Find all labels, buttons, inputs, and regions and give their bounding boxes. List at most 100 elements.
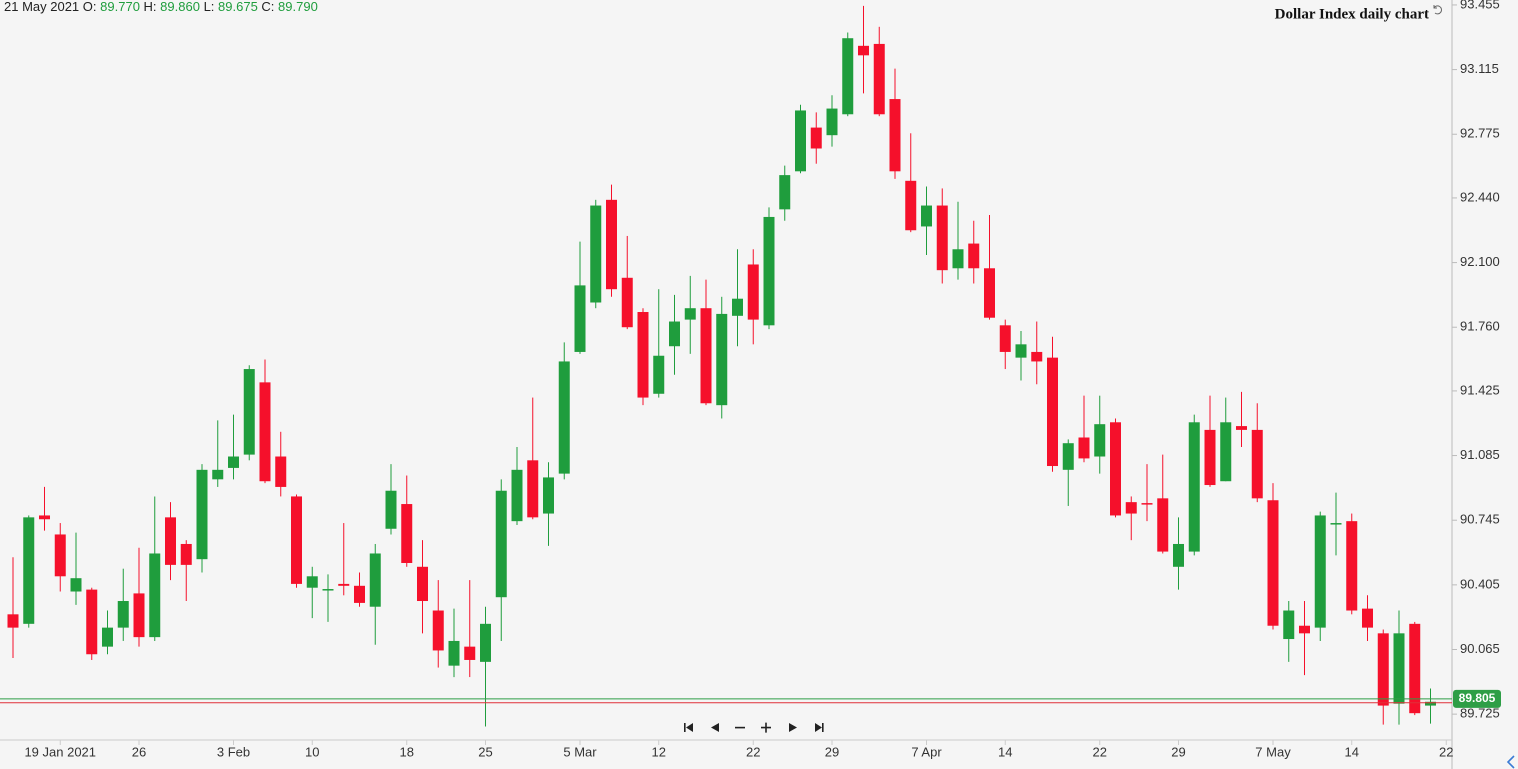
candle-body: [180, 543, 192, 565]
x-tick-label: 25: [478, 744, 492, 759]
header-field-label: C:: [261, 0, 274, 14]
price-label-box: [1453, 689, 1501, 708]
candle-body: [779, 175, 791, 210]
candle-body: [448, 640, 460, 666]
nav-next[interactable]: [789, 723, 797, 732]
candle-body: [196, 469, 208, 560]
candle-body: [1251, 429, 1263, 499]
y-tick-label: 93.115: [1460, 61, 1499, 76]
y-tick-label: 92.775: [1460, 126, 1500, 141]
candle-body: [527, 460, 539, 518]
candle-body: [243, 369, 255, 455]
candle-body: [1283, 610, 1295, 640]
candle-body: [716, 313, 728, 406]
header-field-value: 89.675: [218, 0, 258, 14]
candle-body: [338, 583, 350, 586]
x-tick-label: 22: [1439, 744, 1453, 759]
candle-body: [1141, 503, 1153, 505]
navigation: [684, 722, 824, 733]
candle-body: [354, 585, 365, 603]
candle-body: [70, 578, 82, 592]
candle-body: [1425, 701, 1436, 706]
candle-body: [511, 469, 523, 522]
candle-body: [1236, 426, 1247, 430]
candle-body: [1330, 523, 1342, 525]
candle-body: [1393, 633, 1405, 704]
candle-body: [1047, 357, 1058, 467]
x-tick-label: 18: [400, 744, 414, 759]
candle-body: [117, 601, 129, 628]
candle-body: [1220, 422, 1232, 482]
nav-first[interactable]: [684, 723, 693, 732]
nav-last[interactable]: [815, 723, 824, 732]
y-tick-label: 91.760: [1460, 319, 1500, 334]
ohlc-header: 21 May 2021 O: 89.770 H: 89.860 L: 89.67…: [4, 0, 318, 14]
candle-body: [275, 456, 287, 487]
candle-body: [700, 308, 712, 404]
nav-zoom-out[interactable]: [735, 726, 745, 729]
nav-zoom-in[interactable]: [761, 722, 771, 733]
candle-body: [7, 614, 19, 628]
x-tick-label: 26: [132, 744, 146, 759]
candle-body: [842, 38, 854, 115]
candle-body: [1110, 422, 1121, 516]
candle-body: [259, 382, 271, 482]
y-tick-label: 91.085: [1460, 447, 1500, 462]
candle-body: [590, 205, 602, 303]
candle-body: [905, 180, 917, 231]
candle-body: [574, 285, 586, 352]
x-tick-label: 12: [652, 744, 666, 759]
candle-body: [102, 627, 113, 647]
candle-body: [1157, 498, 1169, 552]
candle-body: [1267, 500, 1279, 626]
candle-body: [86, 589, 98, 655]
candle-body: [1409, 623, 1421, 714]
candle-body: [322, 589, 334, 591]
x-tick-label: 7 Apr: [911, 744, 942, 759]
scroll-arrow[interactable]: [1506, 755, 1515, 769]
candle-body: [23, 517, 35, 624]
y-tick-label: 90.405: [1460, 576, 1500, 591]
x-tick-label: 22: [1093, 744, 1107, 759]
candle-body: [1094, 424, 1106, 457]
candle-body: [1346, 521, 1358, 611]
candle-body: [732, 298, 743, 316]
candles: [7, 5, 1436, 727]
candle-body: [637, 312, 649, 398]
candle-body: [212, 469, 224, 480]
candle-body: [889, 99, 901, 172]
x-tick-label: 3 Feb: [217, 744, 250, 759]
x-tick-label: 22: [746, 744, 760, 759]
candle-body: [369, 553, 381, 607]
y-tick-label: 89.725: [1460, 706, 1500, 721]
candle-body: [432, 610, 444, 651]
candle-body: [795, 110, 806, 172]
candle-body: [1031, 351, 1043, 362]
x-tick-label: 29: [825, 744, 839, 759]
candle-body: [763, 216, 775, 326]
candle-body: [858, 45, 869, 56]
candle-body: [1204, 429, 1216, 486]
candle-body: [1015, 344, 1027, 358]
refresh-icon[interactable]: [1433, 5, 1442, 15]
candle-body: [1078, 437, 1090, 459]
x-tick-label: 10: [305, 744, 319, 759]
y-tick-label: 92.440: [1460, 189, 1500, 204]
chart-title: Dollar Index daily chart: [1275, 6, 1429, 22]
nav-prev[interactable]: [711, 723, 719, 732]
y-tick-label: 92.100: [1460, 254, 1500, 269]
candle-body: [558, 361, 570, 474]
candle-body: [936, 205, 948, 271]
candle-body: [39, 515, 50, 520]
candle-body: [54, 534, 66, 577]
x-tick-label: 14: [1345, 744, 1359, 759]
candle-body: [1062, 443, 1074, 470]
candle-body: [810, 127, 822, 149]
candle-body: [826, 108, 838, 136]
y-tick-label: 91.425: [1460, 382, 1500, 397]
candle-body: [684, 308, 696, 320]
candle-body: [921, 205, 932, 227]
candle-body: [984, 268, 995, 318]
y-tick-label: 90.065: [1460, 641, 1500, 656]
